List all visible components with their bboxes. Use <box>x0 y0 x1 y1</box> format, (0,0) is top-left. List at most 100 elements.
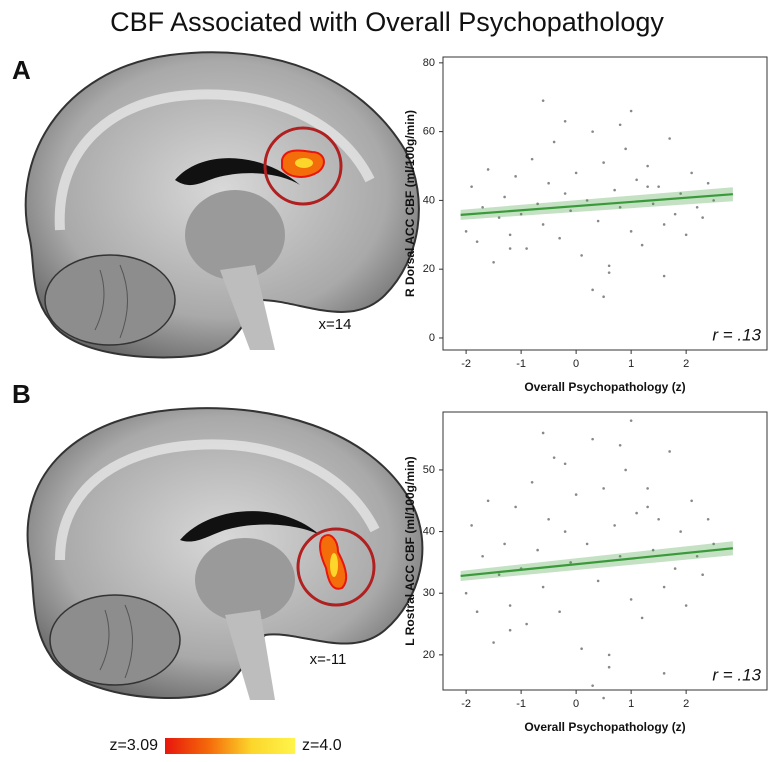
brain-slice <box>26 52 419 357</box>
colorbar <box>165 738 295 754</box>
point <box>635 512 638 515</box>
x-tick-label: -1 <box>516 358 526 370</box>
point <box>685 233 688 236</box>
point <box>509 604 512 607</box>
brain-slice <box>28 408 423 700</box>
figure: CBF Associated with Overall Psychopathol… <box>0 0 775 762</box>
point <box>597 580 600 583</box>
colorbar-label: z=3.09 <box>110 737 159 754</box>
point <box>591 684 594 687</box>
point <box>701 573 704 576</box>
point <box>630 110 633 113</box>
point <box>558 237 561 240</box>
point <box>663 672 666 675</box>
point <box>509 233 512 236</box>
point <box>487 168 490 171</box>
point <box>701 216 704 219</box>
point <box>674 567 677 570</box>
point <box>707 182 710 185</box>
point <box>487 499 490 502</box>
point <box>553 141 556 144</box>
y-tick-label: 50 <box>423 464 435 476</box>
point <box>663 223 666 226</box>
y-tick-label: 80 <box>423 57 435 69</box>
point <box>531 481 534 484</box>
y-tick-label: 60 <box>423 126 435 138</box>
point <box>476 240 479 243</box>
point <box>646 506 649 509</box>
y-axis-label: R Dorsal ACC CBF (ml/100g/min) <box>403 110 417 297</box>
point <box>608 666 611 669</box>
point <box>564 530 567 533</box>
annotation: r = .13 <box>712 665 761 684</box>
point <box>624 148 627 151</box>
point <box>470 185 473 188</box>
point <box>707 518 710 521</box>
x-axis-label: Overall Psychopathology (z) <box>524 720 685 734</box>
point <box>509 629 512 632</box>
point <box>641 244 644 247</box>
point <box>690 499 693 502</box>
point <box>630 230 633 233</box>
point <box>591 130 594 133</box>
x-tick-label: -2 <box>461 358 471 370</box>
point <box>514 175 517 178</box>
point <box>679 530 682 533</box>
point <box>470 524 473 527</box>
x-tick-label: 2 <box>683 698 689 710</box>
point <box>542 223 545 226</box>
point <box>674 213 677 216</box>
point <box>492 261 495 264</box>
fit-line <box>461 194 733 215</box>
point <box>553 456 556 459</box>
slice-label: x=-11 <box>310 651 347 668</box>
point <box>586 543 589 546</box>
point <box>591 438 594 441</box>
point <box>580 254 583 257</box>
point <box>558 610 561 613</box>
point <box>542 99 545 102</box>
point <box>608 654 611 657</box>
point <box>575 493 578 496</box>
x-tick-label: 2 <box>683 358 689 370</box>
fit-line <box>461 548 733 576</box>
y-axis-label: L Rostral ACC CBF (ml/100g/min) <box>403 456 417 645</box>
x-tick-label: 1 <box>628 358 634 370</box>
point <box>663 275 666 278</box>
point <box>547 518 550 521</box>
y-tick-label: 20 <box>423 649 435 661</box>
panel-label: A <box>12 55 31 85</box>
y-tick-label: 30 <box>423 587 435 599</box>
x-axis-label: Overall Psychopathology (z) <box>524 380 685 394</box>
title: CBF Associated with Overall Psychopathol… <box>110 7 664 37</box>
point <box>619 123 622 126</box>
point <box>608 271 611 274</box>
point <box>465 592 468 595</box>
point <box>514 506 517 509</box>
point <box>641 617 644 620</box>
point <box>597 220 600 223</box>
point <box>646 487 649 490</box>
y-tick-label: 40 <box>423 525 435 537</box>
point <box>591 289 594 292</box>
point <box>536 549 539 552</box>
point <box>630 598 633 601</box>
point <box>663 586 666 589</box>
point <box>630 419 633 422</box>
page: {"title": "CBF Associated with Overall P… <box>0 0 775 762</box>
colorbar-label: z=4.0 <box>302 737 342 754</box>
point <box>547 182 550 185</box>
y-tick-label: 20 <box>423 263 435 275</box>
point <box>646 185 649 188</box>
point <box>624 469 627 472</box>
point <box>619 444 622 447</box>
point <box>503 196 506 199</box>
point <box>602 161 605 164</box>
x-tick-label: 0 <box>573 358 579 370</box>
point <box>503 543 506 546</box>
point <box>476 610 479 613</box>
point <box>613 189 616 192</box>
slice-label: x=14 <box>319 316 352 333</box>
point <box>564 462 567 465</box>
point <box>481 555 484 558</box>
